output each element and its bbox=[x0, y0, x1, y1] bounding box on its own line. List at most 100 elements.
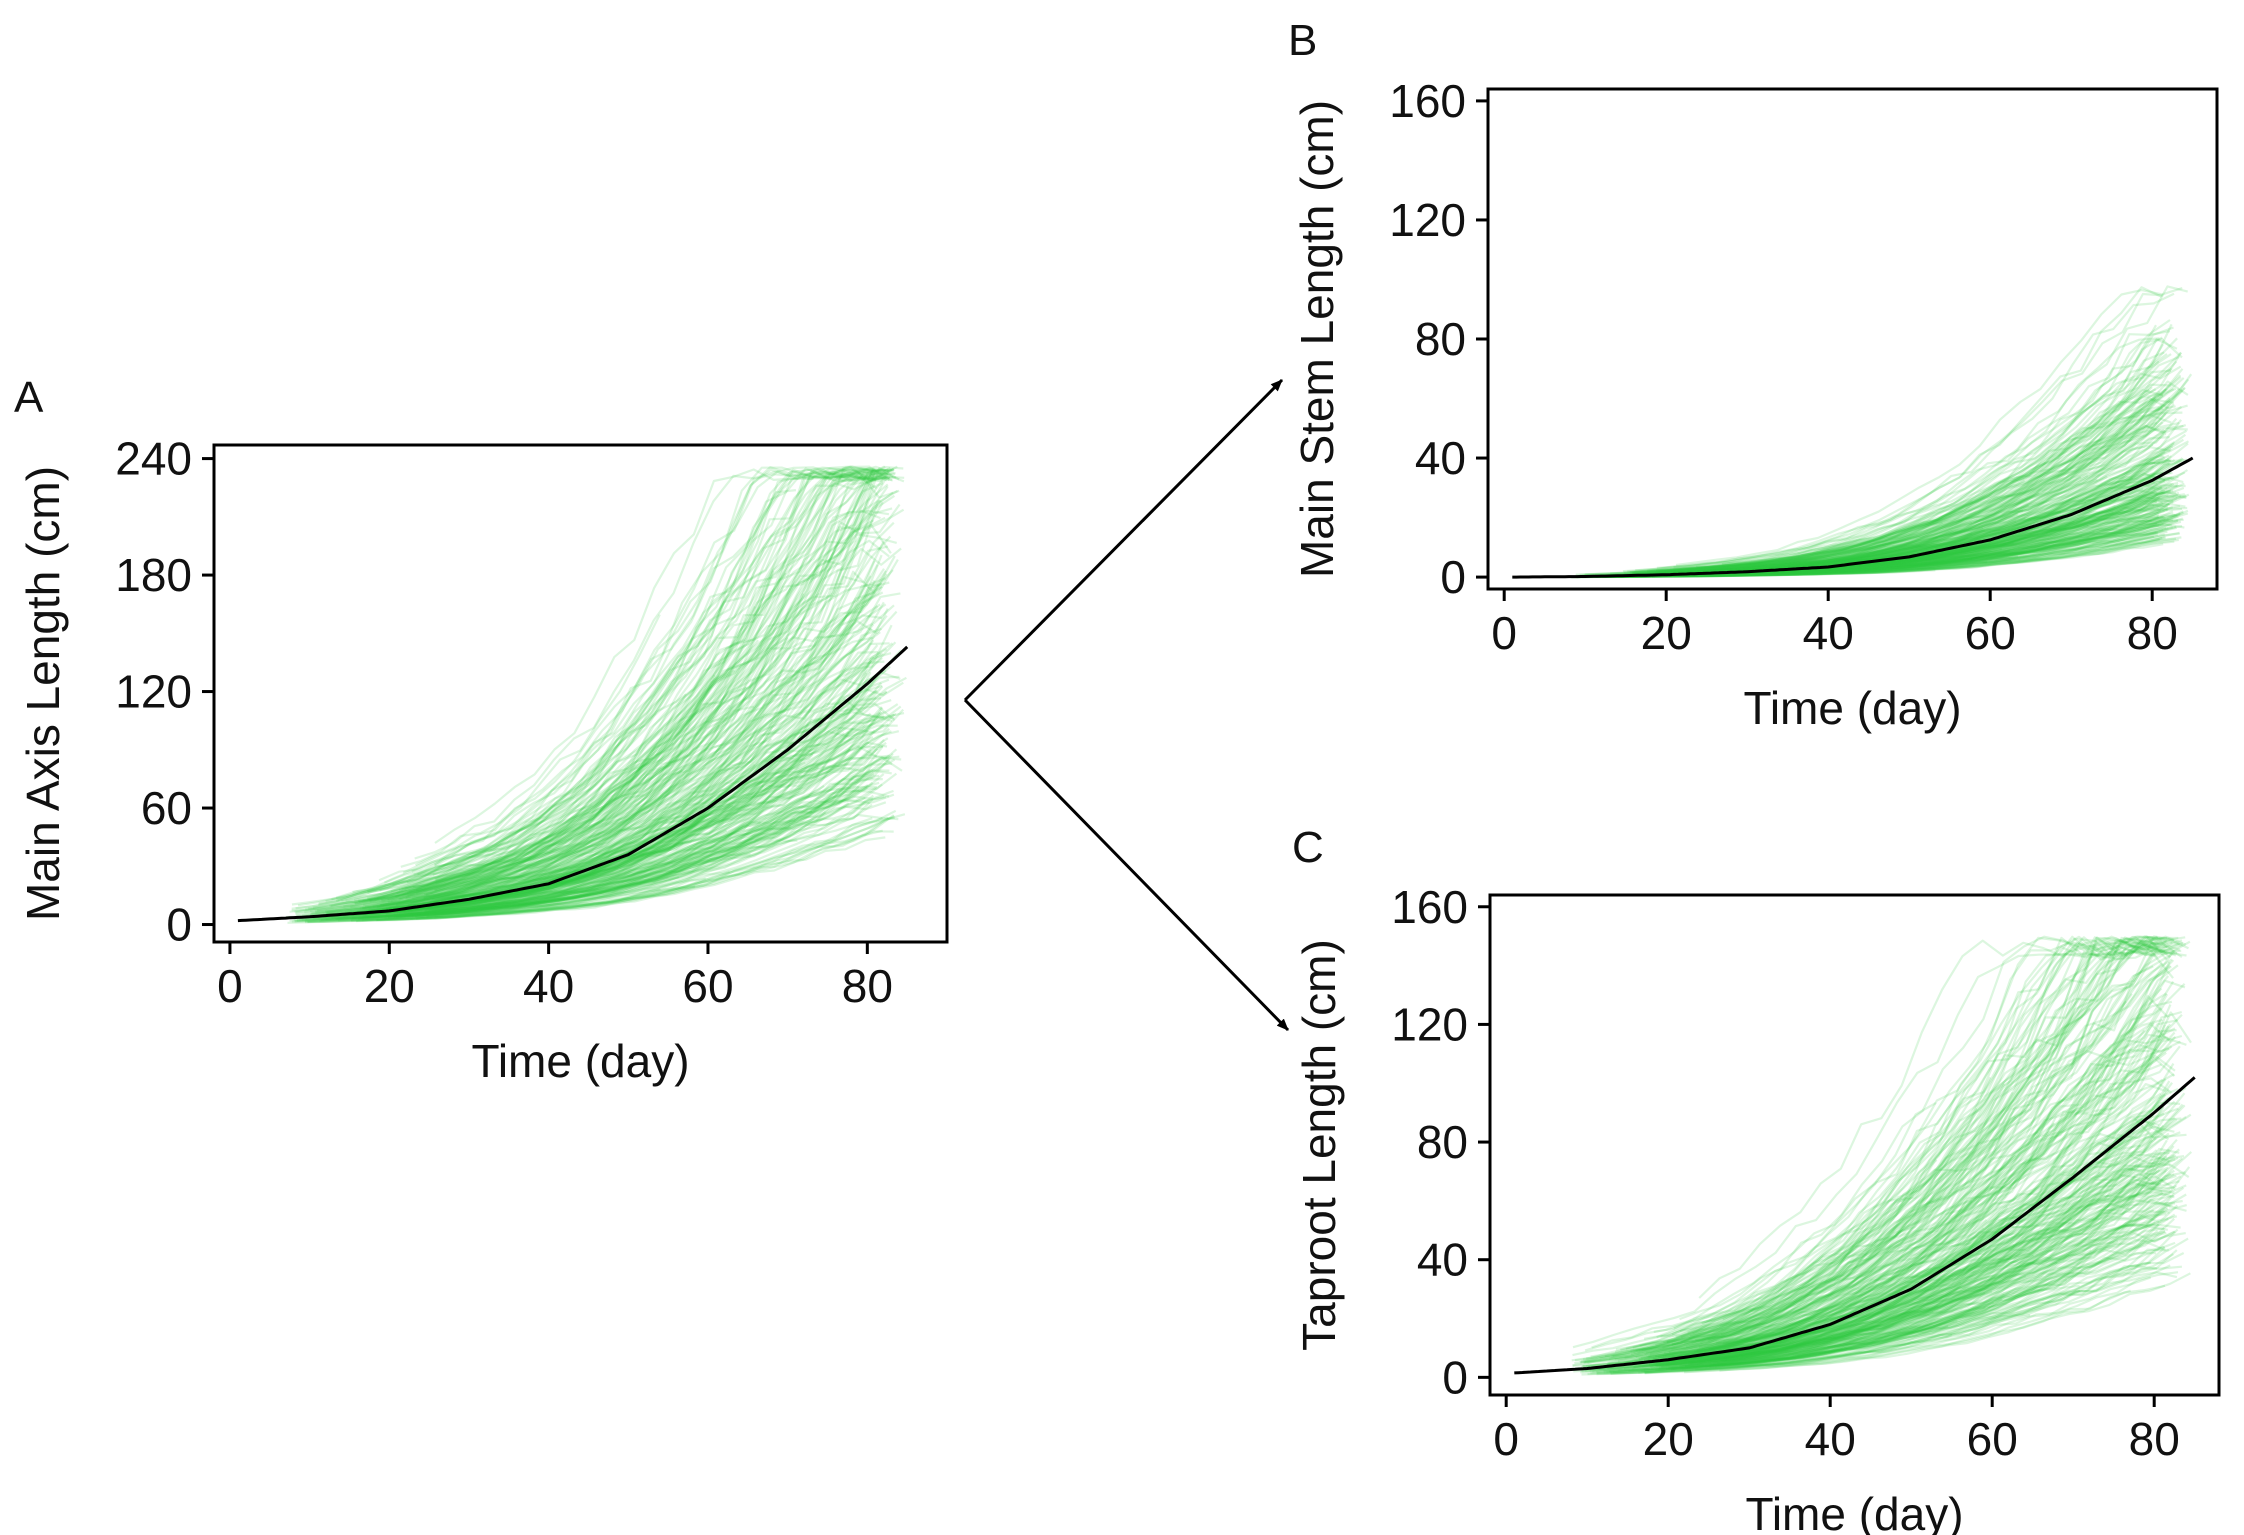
individual-series-line bbox=[399, 639, 760, 900]
individual-series-line bbox=[1613, 512, 2181, 578]
individual-series-line bbox=[326, 568, 885, 915]
x-tick-label: 80 bbox=[2129, 1413, 2180, 1465]
individual-series-line bbox=[1717, 543, 1921, 573]
individual-series-line bbox=[393, 803, 873, 918]
individual-series-line bbox=[1688, 1217, 2175, 1369]
individual-series-line bbox=[390, 704, 731, 903]
individual-series-line bbox=[1709, 1254, 2035, 1363]
individual-series-line bbox=[427, 741, 887, 910]
individual-series-line bbox=[1648, 1027, 2176, 1358]
individual-series-line bbox=[1674, 560, 1939, 577]
individual-series-line bbox=[1668, 1054, 2176, 1353]
individual-series-line bbox=[1608, 1122, 2055, 1365]
individual-series-line bbox=[1616, 543, 2164, 578]
individual-series-line bbox=[407, 570, 887, 907]
individual-series-line bbox=[1670, 1249, 2178, 1371]
individual-series-line bbox=[1639, 424, 2167, 574]
individual-series-line bbox=[1712, 519, 2179, 577]
individual-series-line bbox=[1658, 1171, 2186, 1366]
individual-series-line bbox=[1698, 1029, 2146, 1349]
individual-series-line bbox=[313, 749, 872, 919]
individual-series-line bbox=[1676, 368, 2184, 574]
individual-series-line bbox=[359, 564, 879, 910]
individual-series-line bbox=[1697, 471, 2164, 573]
individual-series-line bbox=[1572, 1131, 2039, 1367]
individual-series-line bbox=[1657, 983, 2186, 1359]
individual-series-line bbox=[338, 689, 878, 917]
individual-series-line bbox=[387, 686, 748, 904]
individual-series-line bbox=[295, 467, 894, 910]
individual-series-line bbox=[1709, 1241, 2176, 1369]
individual-series-line bbox=[1641, 1097, 2170, 1368]
individual-series-line bbox=[1631, 1261, 2058, 1370]
individual-series-line bbox=[1640, 530, 2168, 578]
individual-series-line bbox=[291, 468, 890, 906]
individual-series-line bbox=[1617, 515, 2165, 578]
individual-series-line bbox=[397, 641, 897, 913]
individual-series-line bbox=[415, 468, 894, 867]
individual-series-line bbox=[405, 471, 905, 899]
individual-series-line bbox=[1633, 1231, 2040, 1368]
individual-series-line bbox=[1707, 1145, 2175, 1363]
individual-series-line bbox=[1625, 1076, 1992, 1350]
individual-series-line bbox=[1680, 992, 2167, 1355]
plot-frame bbox=[1488, 893, 2221, 1397]
individual-series-line bbox=[1651, 569, 1936, 578]
individual-series-line bbox=[326, 660, 885, 914]
individual-series-line bbox=[1688, 1091, 2014, 1340]
individual-series-line bbox=[364, 593, 805, 908]
individual-series-line bbox=[1646, 443, 2154, 576]
individual-series-line bbox=[296, 758, 896, 922]
individual-series-line bbox=[1570, 531, 2159, 579]
individual-series-line bbox=[1574, 1122, 2001, 1362]
individual-series-line bbox=[1699, 1230, 2166, 1368]
individual-series-line bbox=[374, 742, 674, 901]
individual-series-line bbox=[1640, 1109, 2027, 1360]
individual-series-line bbox=[1653, 935, 2120, 1333]
individual-series-line bbox=[383, 466, 883, 884]
individual-series-line bbox=[1602, 503, 2171, 578]
individual-series-line bbox=[1715, 1007, 2163, 1345]
individual-series-line bbox=[307, 877, 707, 924]
panel-c: 0 20 40 60 80 0 40 80 120 160 Time (day) Taproot Le… bbox=[1292, 823, 2221, 1535]
individual-series-line bbox=[1647, 403, 2175, 576]
individual-series-line bbox=[1714, 555, 2019, 577]
individual-series-line bbox=[291, 758, 891, 923]
individual-series-line bbox=[309, 485, 889, 913]
individual-series-line bbox=[367, 465, 886, 893]
individual-series-line bbox=[1649, 387, 2177, 575]
individual-series-line bbox=[400, 766, 819, 911]
individual-series-line bbox=[1721, 427, 2188, 572]
individual-series-line bbox=[1675, 507, 2183, 577]
individual-series-line bbox=[1658, 451, 2166, 575]
individual-series-line bbox=[1629, 1136, 2157, 1366]
individual-series-line bbox=[1652, 1118, 2160, 1359]
individual-series-line bbox=[1687, 1233, 2074, 1364]
individual-series-line bbox=[309, 608, 889, 916]
individual-series-line bbox=[1685, 323, 2173, 573]
individual-series-line bbox=[354, 753, 814, 916]
individual-series-line bbox=[1593, 1223, 2181, 1371]
individual-series-line bbox=[1711, 519, 2179, 577]
individual-series-line bbox=[1638, 1246, 2166, 1374]
x-tick-label: 0 bbox=[1491, 607, 1517, 659]
x-tick-label: 0 bbox=[217, 960, 243, 1012]
individual-series-line bbox=[1707, 388, 2175, 572]
individual-series-line bbox=[1658, 472, 2166, 575]
individual-series-line bbox=[318, 474, 878, 905]
individual-series-line bbox=[1674, 376, 2182, 573]
y-tick-label: 120 bbox=[1389, 194, 1466, 246]
individual-series-line bbox=[1662, 396, 2170, 573]
individual-series-line bbox=[1680, 1231, 2167, 1370]
individual-series-line bbox=[287, 813, 906, 924]
individual-series-line bbox=[1644, 1276, 2152, 1374]
individual-series-line bbox=[383, 627, 882, 911]
individual-series-line bbox=[1683, 1206, 2009, 1357]
individual-series-line bbox=[1633, 365, 2182, 574]
individual-series-line bbox=[415, 494, 896, 896]
individual-series-line bbox=[412, 535, 892, 900]
individual-series-line bbox=[385, 716, 885, 915]
x-tick-label: 20 bbox=[1643, 1413, 1694, 1465]
individual-series-line bbox=[337, 467, 876, 902]
individual-series-line bbox=[348, 648, 888, 914]
